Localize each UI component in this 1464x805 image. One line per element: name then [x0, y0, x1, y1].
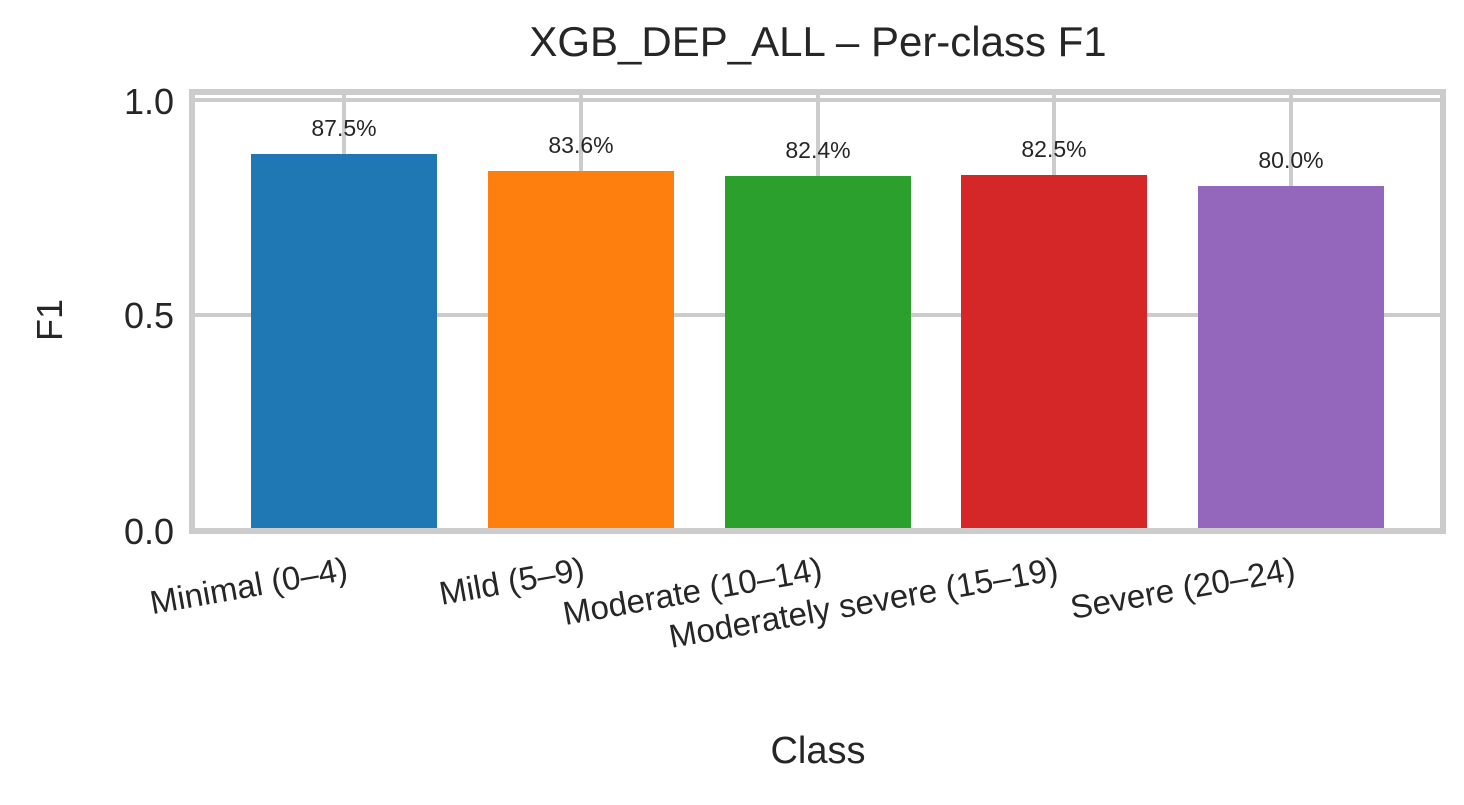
- bar: [488, 170, 674, 530]
- bar: [725, 175, 911, 530]
- axes-frame-left: [189, 89, 195, 534]
- bar: [251, 153, 437, 530]
- x-tick-label: Minimal (0–4): [147, 550, 351, 622]
- x-tick-label: Severe (20–24): [1066, 550, 1298, 626]
- y-tick-label: 1.0: [123, 81, 174, 122]
- plot-area: 87.5% 83.6% 82.4% 82.5% 80.0%: [189, 89, 1446, 534]
- axes-frame-top: [189, 89, 1446, 95]
- y-tick-label: 0.0: [123, 511, 174, 552]
- bar: [1198, 186, 1384, 530]
- bar-value-label: 80.0%: [1258, 147, 1324, 173]
- bar-value-label: 82.4%: [785, 136, 851, 163]
- bar-value-label: 87.5%: [311, 114, 377, 141]
- axes-frame-bottom: [189, 528, 1446, 534]
- bar: [961, 175, 1147, 530]
- axes-frame-right: [1440, 89, 1446, 534]
- bar-value-label: 83.6%: [548, 131, 614, 158]
- bar-value-label: 82.5%: [1021, 136, 1087, 163]
- y-tick-label: 0.5: [123, 295, 174, 336]
- chart-title: XGB_DEP_ALL – Per-class F1: [529, 18, 1107, 65]
- x-axis-label: Class: [770, 730, 866, 772]
